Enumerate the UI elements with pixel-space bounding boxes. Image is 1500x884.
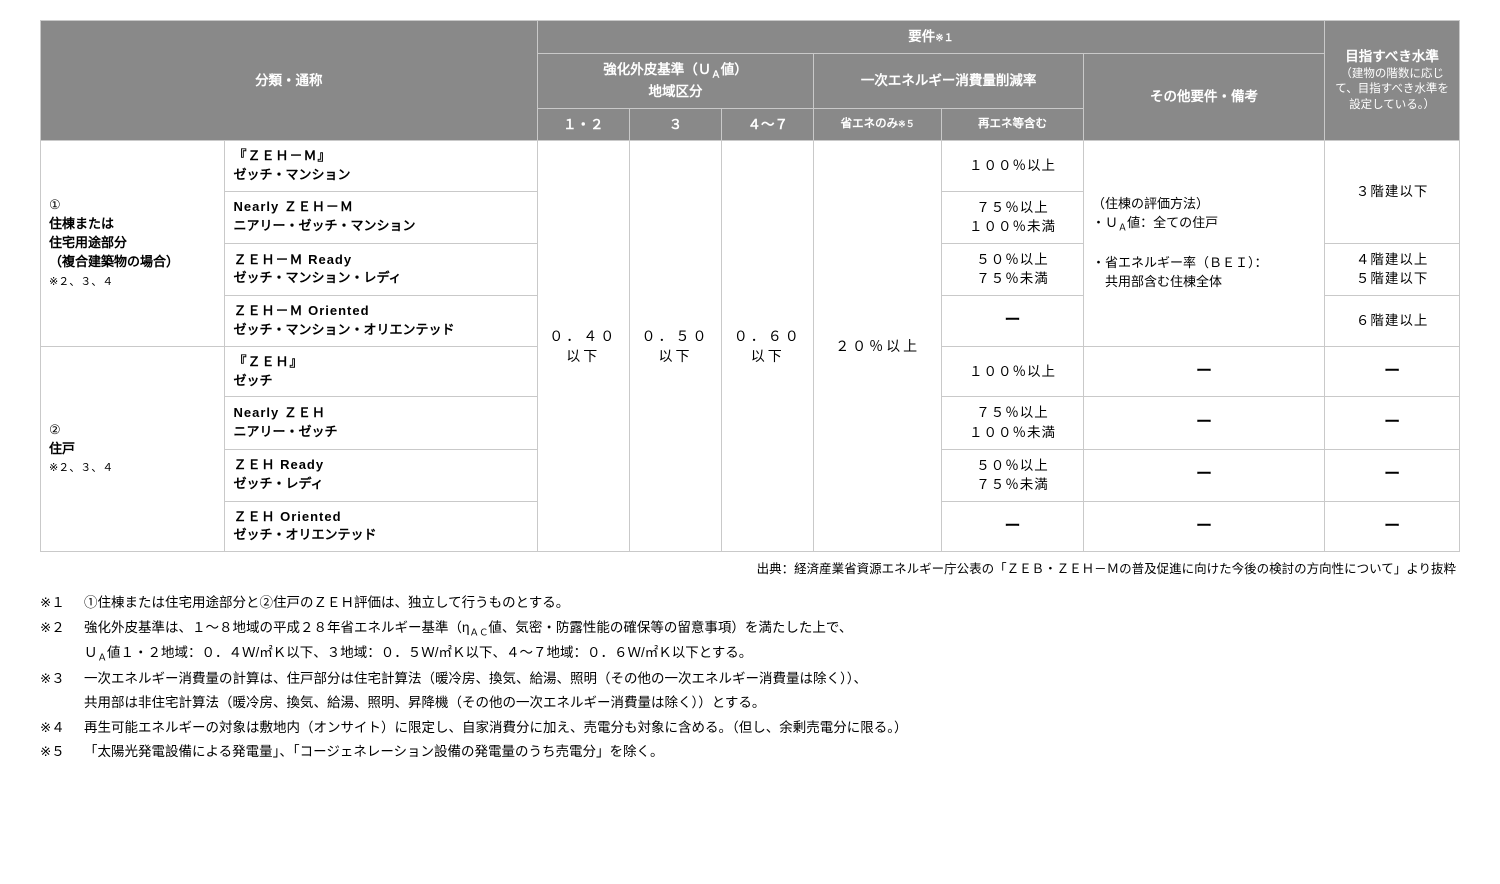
target-cell: ー (1325, 397, 1460, 449)
footnote-2: ※２ 強化外皮基準は、１～８地域の平成２８年省エネルギー基準（ηＡＣ値、気密・防… (40, 616, 1460, 667)
type-cell: 『ＺＥＨ－Ｍ』 ゼッチ・マンション (225, 141, 537, 192)
ua-3: ０．５０以下 (629, 141, 721, 552)
renew-cell: ７５％以上１００％未満 (942, 191, 1084, 243)
footnote-3: ※３ 一次エネルギー消費量の計算は、住戸部分は住宅計算法（暖冷房、換気、給湯、照… (40, 667, 1460, 716)
category-2-cell: ② 住戸 ※２、３、４ (41, 346, 225, 552)
ua-47: ０．６０以下 (722, 141, 814, 552)
renew-cell: ５０％以上７５％未満 (942, 243, 1084, 295)
renew-cell: ７５％以上１００％未満 (942, 397, 1084, 449)
th-other: その他要件・備考 (1083, 53, 1324, 141)
other-block-1: （住棟の評価方法） ・ＵＡ値：全ての住戸 ・省エネルギー率（ＢＥＩ）： 共用部含… (1083, 141, 1324, 347)
footnote-1: ※１ ①住棟または住宅用途部分と②住戸のＺＥＨ評価は、独立して行うものとする。 (40, 591, 1460, 615)
table-row: ① 住棟または 住宅用途部分 （複合建築物の場合） ※２、３、４ 『ＺＥＨ－Ｍ』… (41, 141, 1460, 192)
th-energy-renew: 再エネ等含む (942, 108, 1084, 141)
footnote-4: ※４ 再生可能エネルギーの対象は敷地内（オンサイト）に限定し、自家消費分に加え、… (40, 716, 1460, 740)
target-cell: ６階建以上 (1325, 296, 1460, 347)
renew-cell: ー (942, 501, 1084, 552)
type-cell: Nearly ＺＥＨ ニアリー・ゼッチ (225, 397, 537, 449)
th-target: 目指すべき水準 （建物の階数に応じて、目指すべき水準を設定している。） (1325, 21, 1460, 141)
zeh-classification-table: 分類・通称 要件※１ 目指すべき水準 （建物の階数に応じて、目指すべき水準を設定… (40, 20, 1460, 552)
other-cell: ー (1083, 449, 1324, 501)
footnotes: ※１ ①住棟または住宅用途部分と②住戸のＺＥＨ評価は、独立して行うものとする。 … (40, 591, 1460, 764)
type-cell: Nearly ＺＥＨ－Ｍ ニアリー・ゼッチ・マンション (225, 191, 537, 243)
category-1-cell: ① 住棟または 住宅用途部分 （複合建築物の場合） ※２、３、４ (41, 141, 225, 347)
target-cell: ー (1325, 501, 1460, 552)
target-cell: ４階建以上５階建以下 (1325, 243, 1460, 295)
type-cell: ＺＥＨ－Ｍ Ready ゼッチ・マンション・レディ (225, 243, 537, 295)
source-line: 出典：経済産業省資源エネルギー庁公表の「ＺＥＢ・ＺＥＨ－Ｍの普及促進に向けた今後… (40, 558, 1456, 577)
th-category: 分類・通称 (41, 21, 538, 141)
th-energy-save: 省エネのみ※５ (814, 108, 942, 141)
renew-cell: ５０％以上７５％未満 (942, 449, 1084, 501)
type-cell: ＺＥＨ Ready ゼッチ・レディ (225, 449, 537, 501)
header-row-1: 分類・通称 要件※１ 目指すべき水準 （建物の階数に応じて、目指すべき水準を設定… (41, 21, 1460, 54)
target-cell: ー (1325, 346, 1460, 397)
th-region-3: ３ (629, 108, 721, 141)
renew-cell: １００％以上 (942, 346, 1084, 397)
target-cell: ３階建以下 (1325, 141, 1460, 244)
other-cell: ー (1083, 397, 1324, 449)
renew-cell: １００％以上 (942, 141, 1084, 192)
renew-cell: ー (942, 296, 1084, 347)
type-cell: 『ＺＥＨ』 ゼッチ (225, 346, 537, 397)
ua-12: ０．４０以下 (537, 141, 629, 552)
other-cell: ー (1083, 346, 1324, 397)
target-cell: ー (1325, 449, 1460, 501)
other-cell: ー (1083, 501, 1324, 552)
th-region-12: １・２ (537, 108, 629, 141)
footnote-5: ※５ 「太陽光発電設備による発電量」、「コージェネレーション設備の発電量のうち売… (40, 740, 1460, 764)
type-cell: ＺＥＨ Oriented ゼッチ・オリエンテッド (225, 501, 537, 552)
type-cell: ＺＥＨ－Ｍ Oriented ゼッチ・マンション・オリエンテッド (225, 296, 537, 347)
th-region-47: ４～７ (722, 108, 814, 141)
energy-save-val: ２０％以上 (814, 141, 942, 552)
th-ua: 強化外皮基準（ＵＡ値） 地域区分 (537, 53, 814, 108)
th-energy: 一次エネルギー消費量削減率 (814, 53, 1084, 108)
th-requirements: 要件※１ (537, 21, 1325, 54)
